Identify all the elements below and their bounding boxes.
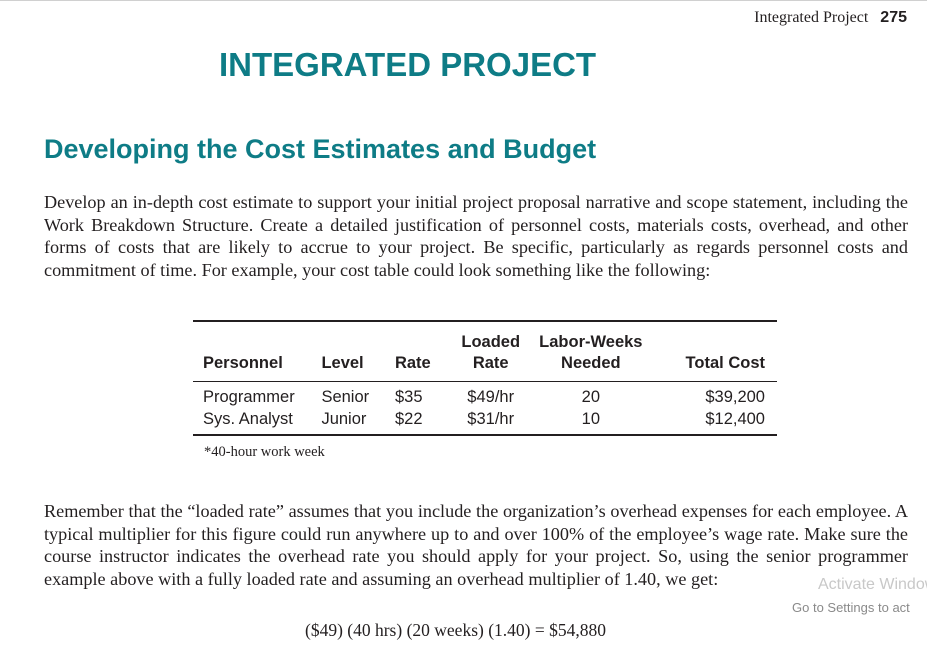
table-row: Sys. Analyst Junior $22 $31/hr 10 $12,40… <box>193 408 777 434</box>
loaded-rate-paragraph: Remember that the “loaded rate” assumes … <box>44 501 908 589</box>
col-header-labor-line2: Needed <box>561 354 621 372</box>
activation-watermark-title: Activate Windows <box>818 576 927 593</box>
cell-labor-weeks: 20 <box>581 388 601 406</box>
col-header-labor-line1: Labor-Weeks <box>539 333 643 351</box>
cell-total: $12,400 <box>705 410 765 428</box>
col-header-personnel: Personnel <box>203 354 283 372</box>
running-title: Integrated Project <box>754 9 869 26</box>
cell-labor-weeks: 10 <box>581 410 601 428</box>
col-header-rate: Rate <box>394 354 431 372</box>
cell-loaded-rate: $49/hr <box>467 388 515 406</box>
col-header-level: Level <box>321 354 364 372</box>
cost-table-container: Loaded Labor-Weeks Personnel Level Rate … <box>193 320 777 436</box>
table-row: Programmer Senior $35 $49/hr 20 $39,200 <box>193 382 777 408</box>
running-header: Integrated Project 275 <box>754 9 907 27</box>
section-heading: Developing the Cost Estimates and Budget <box>44 134 597 164</box>
cell-personnel: Sys. Analyst <box>203 410 293 428</box>
cell-level: Junior <box>321 410 367 428</box>
table-bottom-rule <box>193 434 777 436</box>
col-header-loaded-line2: Rate <box>472 354 509 372</box>
page-number: 275 <box>880 9 907 26</box>
col-header-total: Total Cost <box>685 354 765 372</box>
cell-level: Senior <box>321 388 370 406</box>
page-top-rule <box>0 0 927 1</box>
col-header-loaded-line1: Loaded <box>461 333 521 351</box>
cell-total: $39,200 <box>705 388 765 406</box>
table-top-rule <box>193 320 777 322</box>
header-separator <box>193 381 777 382</box>
table-header-row: Personnel Level Rate Rate Needed Total C… <box>193 353 777 381</box>
page-title: INTEGRATED PROJECT <box>219 46 597 83</box>
intro-paragraph: Develop an in-depth cost estimate to sup… <box>44 192 908 280</box>
cell-rate: $22 <box>394 410 423 428</box>
cell-personnel: Programmer <box>203 388 295 406</box>
cell-loaded-rate: $31/hr <box>467 410 515 428</box>
table-header-row: Loaded Labor-Weeks <box>193 322 777 353</box>
cost-equation: ($49) (40 hrs) (20 weeks) (1.40) = $54,8… <box>305 620 606 640</box>
cost-table: Loaded Labor-Weeks Personnel Level Rate … <box>193 322 777 434</box>
activation-watermark-hint: Go to Settings to act <box>792 600 910 615</box>
cell-rate: $35 <box>394 388 423 406</box>
table-footnote: *40-hour work week <box>204 444 325 460</box>
